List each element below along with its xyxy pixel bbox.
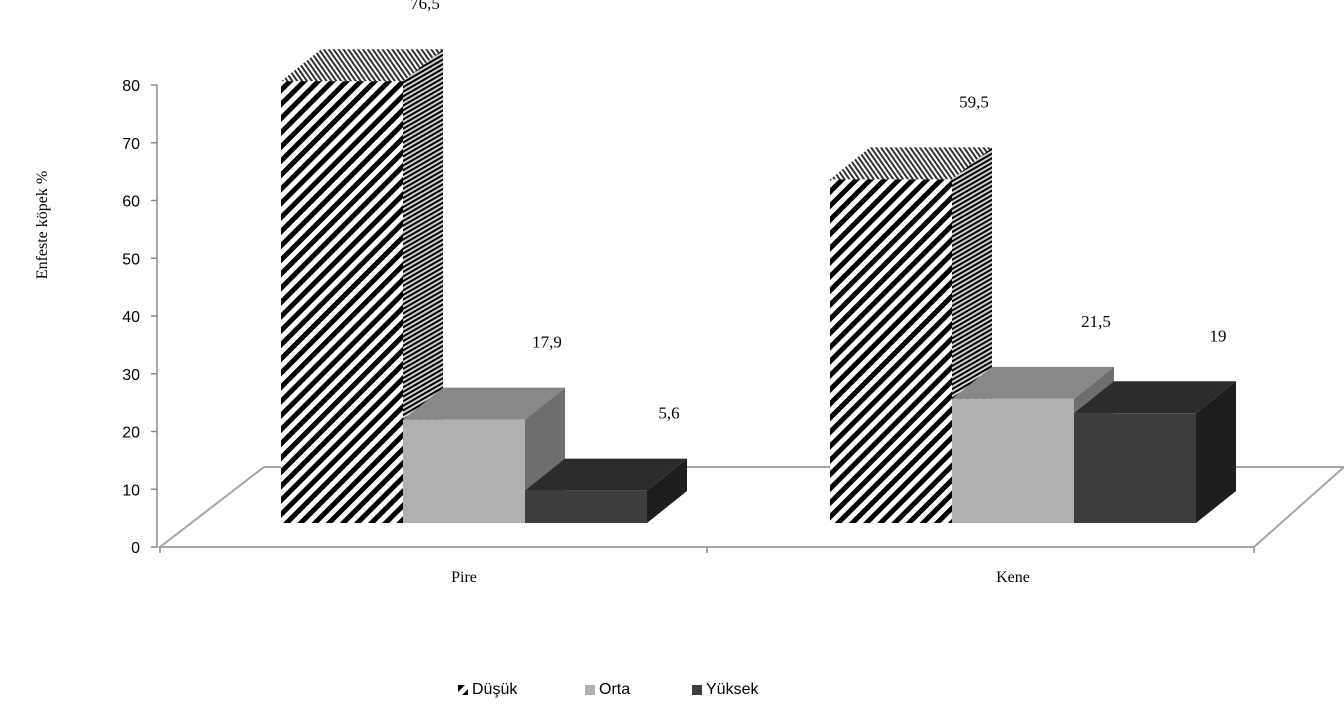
bar-top-face <box>830 147 992 180</box>
legend-item-yuksek: Yüksek <box>692 681 758 699</box>
y-tick-label: 10 <box>122 482 140 499</box>
x-tick-label: Pire <box>451 569 477 586</box>
data-label: 19 <box>1210 326 1227 345</box>
legend-swatch-yuksek-icon <box>692 685 702 695</box>
data-label: 5,6 <box>658 404 679 423</box>
y-axis-ticks: 0 10 20 30 40 50 60 70 80 <box>122 78 157 557</box>
bar-front-face <box>403 419 525 523</box>
y-tick-label: 0 <box>131 540 140 557</box>
data-labels: 76,5 17,9 5,6 59,5 21,5 19 <box>410 0 1226 423</box>
bar-top-face <box>403 387 565 420</box>
y-tick-label: 60 <box>122 194 140 211</box>
bar-front-face <box>952 398 1074 523</box>
data-label: 76,5 <box>410 0 440 13</box>
chart-floor <box>157 466 1344 548</box>
y-tick-label: 50 <box>122 251 140 268</box>
data-label: 17,9 <box>532 333 562 352</box>
x-axis-ticks: Pire Kene <box>159 547 1255 586</box>
y-tick-label: 40 <box>122 309 140 326</box>
legend-swatch-orta-icon <box>585 685 595 695</box>
bar-front-face <box>525 490 647 523</box>
bar-top-face <box>525 458 687 491</box>
y-axis-title: Enfeste köpek % <box>34 171 51 279</box>
data-label: 59,5 <box>959 92 989 111</box>
bar-front-face <box>1074 413 1196 523</box>
y-tick-label: 80 <box>122 78 140 95</box>
bar-top-face <box>952 366 1114 399</box>
bar-front-face <box>830 179 952 523</box>
bar-top-face <box>1074 381 1236 414</box>
legend-item-dusuk: Düşük <box>458 681 517 699</box>
bar-kene-2 <box>1074 381 1236 523</box>
legend-label-dusuk: Düşük <box>472 681 518 698</box>
bar-side-face <box>647 458 687 523</box>
data-label: 21,5 <box>1081 312 1111 331</box>
y-tick-label: 30 <box>122 367 140 384</box>
x-tick-label: Kene <box>996 569 1030 586</box>
legend-swatch-dusuk-icon <box>458 685 468 695</box>
bar-pire-0 <box>281 49 443 524</box>
bars <box>281 49 1236 524</box>
bar-top-face <box>281 49 443 82</box>
y-tick-label: 20 <box>122 425 140 442</box>
legend: Düşük Orta Yüksek <box>0 681 1344 701</box>
bar-pire-2 <box>525 458 687 523</box>
legend-label-orta: Orta <box>599 681 631 698</box>
bar-side-face <box>1196 381 1236 523</box>
legend-item-orta: Orta <box>585 681 630 699</box>
legend-label-yuksek: Yüksek <box>706 681 759 698</box>
y-tick-label: 70 <box>122 136 140 153</box>
bar-front-face <box>281 81 403 524</box>
